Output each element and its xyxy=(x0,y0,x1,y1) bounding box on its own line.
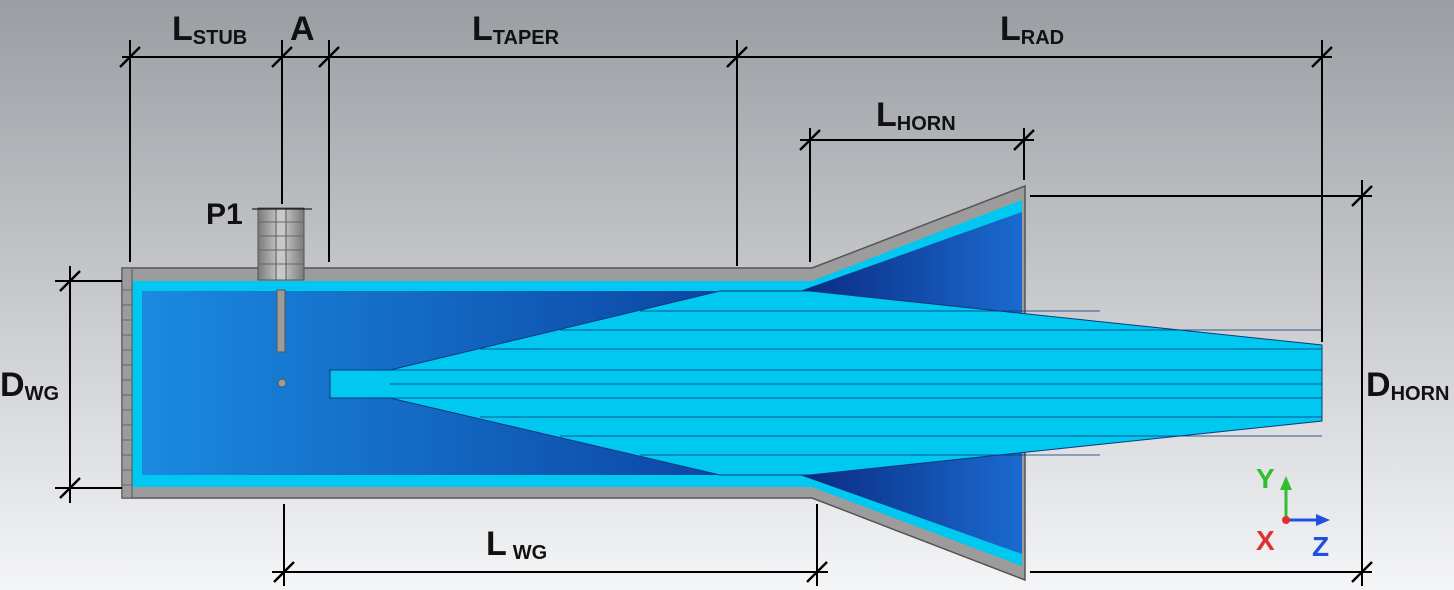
l-stub-label: LSTUB xyxy=(172,10,247,49)
dielectric-rod xyxy=(329,290,1323,476)
l-wg-label: L WG xyxy=(486,525,547,564)
l-horn-label: LHORN xyxy=(876,96,956,135)
axis-x-label: X xyxy=(1256,525,1275,556)
p1-label: P1 xyxy=(206,198,243,231)
axis-y-label: Y xyxy=(1256,463,1275,494)
axis-triad: Y X Z xyxy=(1256,463,1330,562)
l-rad-label: LRAD xyxy=(1000,10,1064,49)
top-dimension-ticks xyxy=(119,46,1333,68)
axis-z-label: Z xyxy=(1312,531,1329,562)
back-wall xyxy=(121,267,133,499)
l-taper-label: LTAPER xyxy=(472,10,560,49)
a-label: A xyxy=(290,10,315,48)
d-horn-label: DHORN xyxy=(1366,366,1449,405)
rod-lines xyxy=(390,310,1322,456)
d-wg-label: DWG xyxy=(0,366,59,405)
coax-probe xyxy=(252,207,312,388)
